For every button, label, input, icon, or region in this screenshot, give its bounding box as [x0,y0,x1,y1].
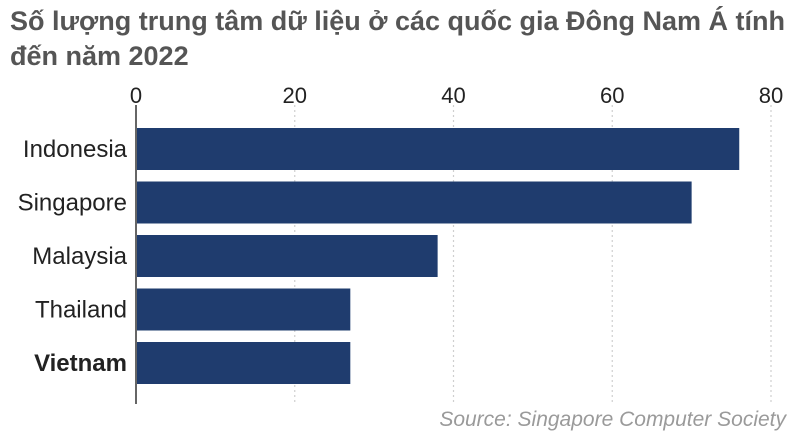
category-label: Singapore [18,190,127,217]
chart-title: Số lượng trung tâm dữ liệu ở các quốc gi… [10,6,786,71]
bar-singapore [137,181,692,224]
bar-vietnam [137,342,351,384]
category-label: Malaysia [32,243,127,270]
category-label: Vietnam [34,350,127,377]
category-label: Thailand [35,297,127,324]
x-tick-label: 40 [441,83,465,108]
x-tick-label: 60 [600,83,624,108]
x-tick-label: 20 [283,83,307,108]
bar-malaysia [137,235,438,277]
source-note: Source: Singapore Computer Society [439,408,786,431]
bar-indonesia [137,128,740,170]
bar-thailand [137,288,351,331]
x-tick-label: 80 [759,83,783,108]
x-tick-label: 0 [130,83,142,108]
category-label: Indonesia [23,136,128,163]
